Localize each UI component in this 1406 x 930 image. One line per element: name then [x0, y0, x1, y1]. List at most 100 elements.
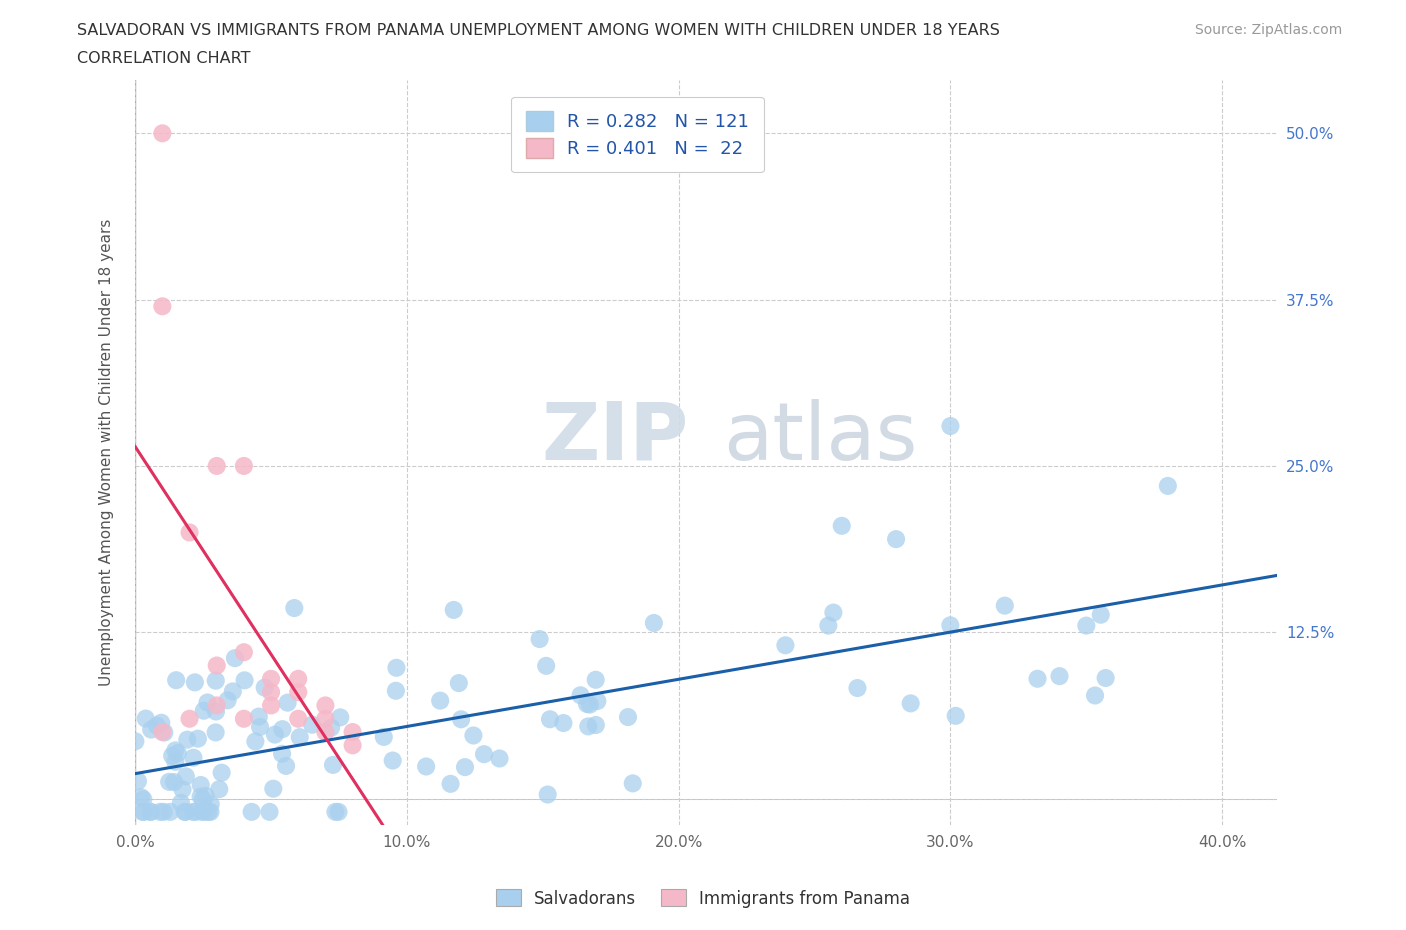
- Point: [157, 775, 180, 790]
- Point: [150, 126, 173, 140]
- Point: [260, 698, 283, 713]
- Point: [301, 717, 323, 732]
- Point: [260, 671, 283, 686]
- Point: [204, 725, 226, 740]
- Text: Source: ZipAtlas.com: Source: ZipAtlas.com: [1195, 23, 1343, 37]
- Point: [488, 751, 510, 766]
- Legend: R = 0.282   N = 121, R = 0.401   N =  22: R = 0.282 N = 121, R = 0.401 N = 22: [512, 97, 763, 172]
- Point: [271, 722, 294, 737]
- Point: [249, 720, 271, 735]
- Point: [253, 680, 276, 695]
- Point: [994, 598, 1017, 613]
- Point: [575, 697, 598, 711]
- Point: [176, 732, 198, 747]
- Point: [1094, 671, 1116, 685]
- Point: [775, 638, 797, 653]
- Point: [454, 760, 477, 775]
- Point: [194, 789, 217, 804]
- Point: [174, 804, 197, 819]
- Point: [260, 684, 283, 699]
- Point: [153, 725, 176, 740]
- Point: [222, 684, 245, 698]
- Point: [179, 525, 201, 540]
- Point: [1026, 671, 1049, 686]
- Point: [415, 759, 437, 774]
- Text: CORRELATION CHART: CORRELATION CHART: [77, 51, 250, 66]
- Point: [205, 698, 228, 713]
- Text: SALVADORAN VS IMMIGRANTS FROM PANAMA UNEMPLOYMENT AMONG WOMEN WITH CHILDREN UNDE: SALVADORAN VS IMMIGRANTS FROM PANAMA UNE…: [77, 23, 1000, 38]
- Point: [200, 797, 222, 812]
- Point: [385, 684, 408, 698]
- Point: [135, 711, 157, 726]
- Point: [1076, 618, 1098, 633]
- Point: [823, 605, 845, 620]
- Point: [191, 791, 214, 806]
- Point: [183, 751, 205, 765]
- Point: [287, 684, 309, 699]
- Point: [159, 804, 181, 819]
- Point: [450, 711, 472, 726]
- Point: [233, 673, 256, 688]
- Point: [314, 711, 336, 726]
- Point: [132, 804, 155, 819]
- Point: [232, 644, 254, 659]
- Point: [617, 710, 640, 724]
- Point: [184, 804, 207, 819]
- Point: [165, 754, 187, 769]
- Point: [274, 759, 297, 774]
- Point: [945, 709, 967, 724]
- Point: [319, 720, 342, 735]
- Point: [381, 753, 404, 768]
- Point: [170, 795, 193, 810]
- Point: [939, 418, 962, 433]
- Point: [165, 672, 187, 687]
- Point: [139, 804, 162, 819]
- Point: [472, 747, 495, 762]
- Point: [569, 688, 592, 703]
- Point: [463, 728, 485, 743]
- Point: [240, 804, 263, 819]
- Point: [146, 718, 169, 733]
- Point: [385, 660, 408, 675]
- Point: [132, 791, 155, 806]
- Point: [150, 724, 173, 739]
- Point: [342, 724, 364, 739]
- Point: [529, 631, 551, 646]
- Point: [884, 532, 907, 547]
- Point: [131, 804, 153, 819]
- Point: [939, 618, 962, 632]
- Point: [1157, 478, 1180, 493]
- Point: [277, 696, 299, 711]
- Point: [262, 781, 284, 796]
- Point: [187, 731, 209, 746]
- Point: [217, 693, 239, 708]
- Point: [172, 782, 194, 797]
- Point: [205, 704, 228, 719]
- Point: [205, 658, 228, 673]
- Y-axis label: Unemployment Among Women with Children Under 18 years: Unemployment Among Women with Children U…: [100, 219, 114, 686]
- Point: [127, 774, 149, 789]
- Point: [328, 804, 350, 819]
- Point: [447, 676, 470, 691]
- Point: [184, 675, 207, 690]
- Point: [846, 681, 869, 696]
- Point: [534, 658, 557, 673]
- Point: [329, 710, 352, 724]
- Point: [208, 782, 231, 797]
- Point: [1049, 669, 1071, 684]
- Point: [537, 787, 560, 802]
- Point: [179, 711, 201, 726]
- Point: [193, 703, 215, 718]
- Point: [165, 743, 187, 758]
- Point: [283, 601, 305, 616]
- Point: [287, 711, 309, 726]
- Point: [247, 710, 270, 724]
- Point: [831, 518, 853, 533]
- Point: [197, 695, 219, 710]
- Point: [149, 804, 172, 819]
- Point: [314, 698, 336, 713]
- Point: [538, 711, 561, 726]
- Point: [643, 616, 665, 631]
- Point: [141, 722, 163, 737]
- Point: [190, 790, 212, 804]
